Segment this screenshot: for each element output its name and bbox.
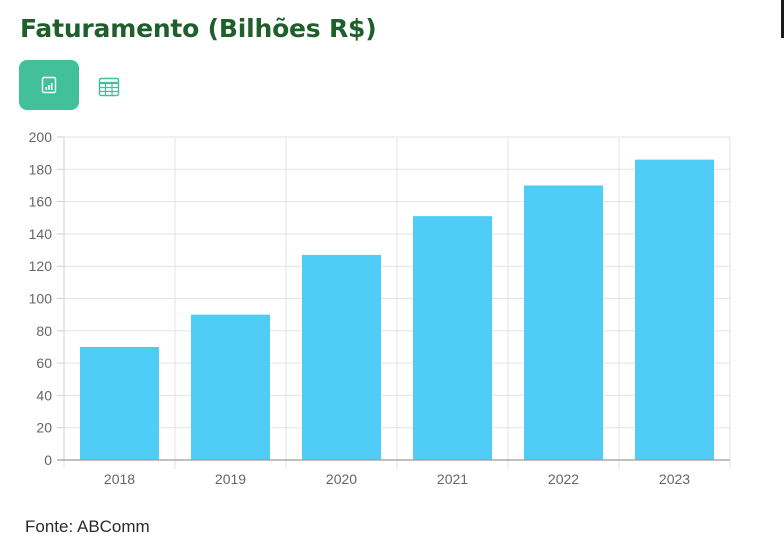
bar-chart-icon bbox=[40, 76, 58, 94]
y-tick-label: 140 bbox=[29, 226, 53, 242]
x-tick-label: 2021 bbox=[437, 471, 468, 487]
revenue-bar-chart: 0 20 40 60 80 100 120 140 160 180 200 2018 2019 2020 2… bbox=[29, 129, 731, 487]
x-tick-label: 2022 bbox=[548, 471, 579, 487]
table-icon bbox=[98, 77, 120, 97]
x-tick-label: 2020 bbox=[326, 471, 357, 487]
bar-2021[interactable] bbox=[413, 216, 492, 460]
bar-2020[interactable] bbox=[302, 254, 381, 460]
x-tick-label: 2019 bbox=[215, 471, 246, 487]
bar-2018[interactable] bbox=[80, 346, 159, 460]
y-tick-label: 200 bbox=[29, 129, 53, 145]
y-tick-label: 20 bbox=[36, 420, 52, 436]
chart-view-button[interactable] bbox=[19, 60, 79, 110]
y-tick-label: 40 bbox=[36, 387, 52, 403]
y-tick-label: 0 bbox=[44, 452, 52, 468]
page-title: Faturamento (Bilhões R$) bbox=[20, 14, 377, 43]
x-tick-label: 2018 bbox=[104, 471, 135, 487]
y-tick-label: 160 bbox=[29, 194, 53, 210]
bar-2022[interactable] bbox=[524, 185, 603, 460]
y-tick-label: 180 bbox=[29, 161, 53, 177]
chart-grid bbox=[63, 136, 731, 469]
bar-2023[interactable] bbox=[635, 159, 714, 461]
chart-labels: 0 20 40 60 80 100 120 140 160 180 200 2018 2019 2020 2… bbox=[29, 129, 691, 487]
y-tick-label: 100 bbox=[29, 291, 53, 307]
table-view-button[interactable] bbox=[92, 70, 126, 104]
source-note: Fonte: ABComm bbox=[25, 517, 150, 536]
y-tick-label: 80 bbox=[36, 323, 52, 339]
window-edge bbox=[781, 0, 784, 38]
y-tick-label: 120 bbox=[29, 258, 53, 274]
chart-axes bbox=[57, 136, 730, 461]
y-tick-label: 60 bbox=[36, 355, 52, 371]
x-tick-label: 2023 bbox=[659, 471, 690, 487]
chart-bars bbox=[80, 159, 714, 461]
bar-2019[interactable] bbox=[191, 314, 270, 460]
